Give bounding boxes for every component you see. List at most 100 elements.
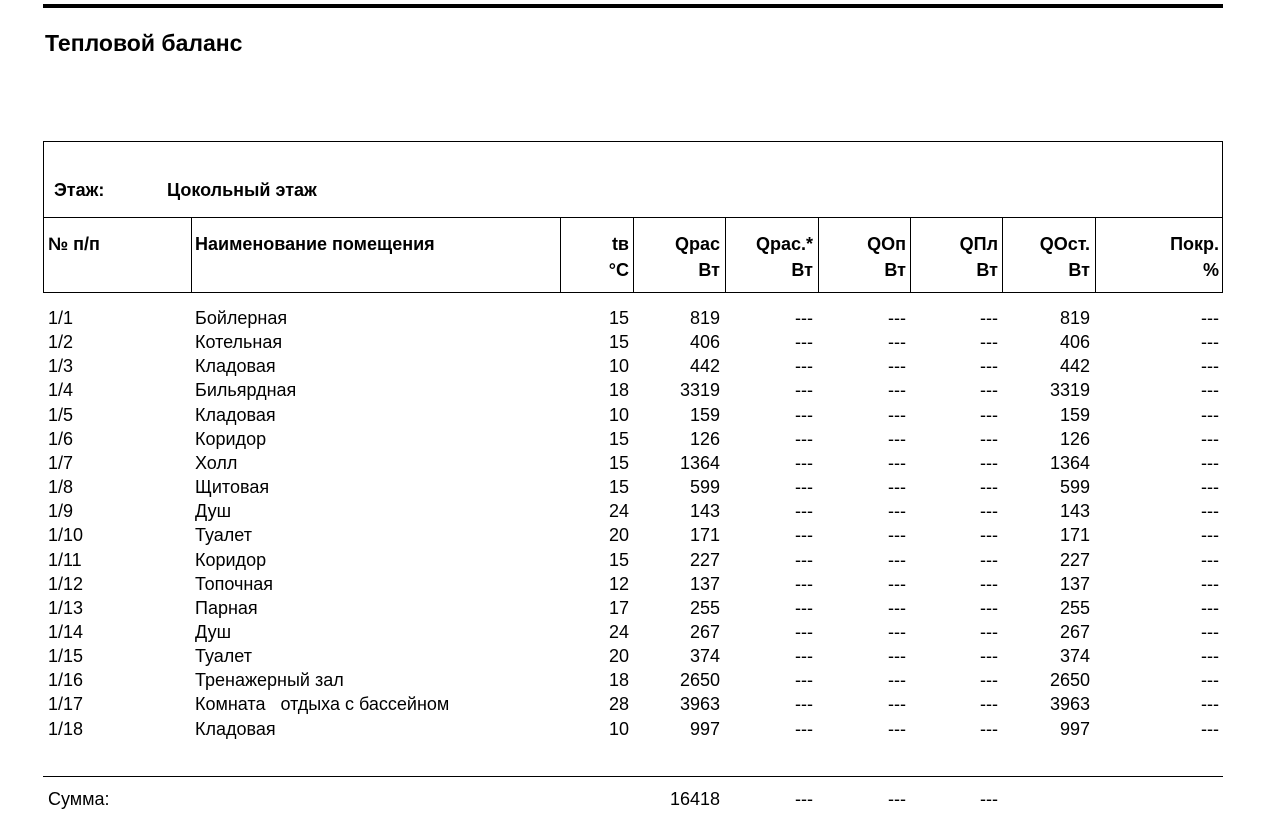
cell-qop: --- — [888, 308, 906, 328]
cell-qop: --- — [888, 452, 906, 473]
summary-qpl: --- — [980, 789, 998, 809]
cell-qop: --- — [888, 573, 906, 594]
summary-qop: --- — [888, 789, 906, 809]
cell-room-name: Кладовая — [195, 356, 276, 377]
cell-qpl: --- — [980, 501, 998, 522]
cell-number: 1/3 — [48, 356, 74, 377]
cell-qras: 227 — [689, 549, 720, 570]
cell-qost: 819 — [1059, 308, 1090, 328]
cell-temperature: 17 — [608, 597, 629, 618]
cell-qost: 137 — [1059, 573, 1090, 594]
cell-qop: --- — [888, 380, 906, 401]
cell-room-name: Бильярдная — [195, 380, 297, 401]
table-row: 1/4 Бильярдная 18 3319 --- --- --- 3319 --- — [0, 378, 1279, 402]
cell-temperature: 10 — [608, 356, 629, 377]
cell-qost: 126 — [1059, 428, 1090, 449]
cell-room-name: Тренажерный зал — [195, 670, 344, 691]
cell-qpl: --- — [980, 694, 998, 715]
cell-number: 1/8 — [48, 477, 74, 498]
cell-temperature: 28 — [608, 694, 629, 715]
cell-qras: 143 — [689, 501, 720, 522]
cell-qop: --- — [888, 525, 906, 546]
cell-coverage: --- — [1201, 501, 1219, 522]
cell-temperature: 18 — [608, 670, 629, 691]
cell-temperature: 24 — [608, 501, 629, 522]
cell-qop: --- — [888, 332, 906, 353]
cell-qras-star: --- — [795, 670, 813, 691]
table-row: 1/9 Душ 24 143 --- --- --- 143 --- — [0, 499, 1279, 523]
cell-qpl: --- — [980, 452, 998, 473]
cell-qpl: --- — [980, 646, 998, 667]
table-row: 1/11 Коридор 15 227 --- --- --- 227 --- — [0, 548, 1279, 572]
cell-temperature: 15 — [608, 549, 629, 570]
cell-qras: 374 — [689, 646, 720, 667]
cell-coverage: --- — [1201, 694, 1219, 715]
table-row: 1/2 Котельная 15 406 --- --- --- 406 --- — [0, 330, 1279, 354]
cell-qpl: --- — [980, 718, 998, 739]
cell-number: 1/12 — [48, 573, 84, 594]
cell-room-name: Кладовая — [195, 718, 276, 739]
cell-qpl: --- — [980, 356, 998, 377]
summary-row: Сумма: 16418 --- --- --- — [0, 787, 1279, 811]
cell-coverage: --- — [1201, 332, 1219, 353]
cell-qop: --- — [888, 404, 906, 425]
cell-number: 1/15 — [48, 646, 84, 667]
cell-number: 1/9 — [48, 501, 74, 522]
cell-temperature: 10 — [608, 404, 629, 425]
cell-number: 1/5 — [48, 404, 74, 425]
cell-number: 1/10 — [48, 525, 84, 546]
cell-qras-star: --- — [795, 356, 813, 377]
cell-coverage: --- — [1201, 549, 1219, 570]
cell-qost: 1364 — [1049, 452, 1090, 473]
cell-qras-star: --- — [795, 525, 813, 546]
cell-room-name: Парная — [195, 597, 258, 618]
cell-coverage: --- — [1201, 308, 1219, 328]
cell-qras-star: --- — [795, 573, 813, 594]
table-row: 1/13 Парная 17 255 --- --- --- 255 --- — [0, 596, 1279, 620]
cell-qras: 442 — [689, 356, 720, 377]
cell-qras-star: --- — [795, 694, 813, 715]
cell-qop: --- — [888, 356, 906, 377]
cell-qpl: --- — [980, 549, 998, 570]
cell-number: 1/2 — [48, 332, 74, 353]
cell-qop: --- — [888, 501, 906, 522]
cell-qop: --- — [888, 477, 906, 498]
cell-room-name: Бойлерная — [195, 308, 288, 328]
cell-qpl: --- — [980, 477, 998, 498]
table-row: 1/6 Коридор 15 126 --- --- --- 126 --- — [0, 427, 1279, 451]
table-row: 1/15 Туалет 20 374 --- --- --- 374 --- — [0, 644, 1279, 668]
cell-room-name: Душ — [195, 621, 232, 642]
cell-room-name: Холл — [195, 452, 238, 473]
cell-qost: 599 — [1059, 477, 1090, 498]
cell-coverage: --- — [1201, 380, 1219, 401]
cell-temperature: 20 — [608, 646, 629, 667]
cell-qost: 997 — [1059, 718, 1090, 739]
cell-qras: 3963 — [679, 694, 720, 715]
cell-coverage: --- — [1201, 573, 1219, 594]
cell-qost: 3319 — [1049, 380, 1090, 401]
cell-qop: --- — [888, 428, 906, 449]
cell-qop: --- — [888, 694, 906, 715]
cell-room-name: Кладовая — [195, 404, 276, 425]
cell-number: 1/1 — [48, 308, 74, 328]
column-divider — [1002, 217, 1003, 293]
table-row: 1/3 Кладовая 10 442 --- --- --- 442 --- — [0, 354, 1279, 378]
cell-room-name: Комната отдыха с бассейном — [195, 694, 450, 715]
cell-coverage: --- — [1201, 597, 1219, 618]
cell-qpl: --- — [980, 404, 998, 425]
cell-coverage: --- — [1201, 452, 1219, 473]
column-divider — [1095, 217, 1096, 293]
cell-room-name: Туалет — [195, 525, 252, 546]
cell-qras: 599 — [689, 477, 720, 498]
cell-qras: 406 — [689, 332, 720, 353]
page-title: Тепловой баланс — [45, 30, 243, 56]
cell-qost: 267 — [1059, 621, 1090, 642]
cell-qras: 137 — [689, 573, 720, 594]
header-room-name: Наименование помещения — [195, 234, 435, 254]
cell-qras-star: --- — [795, 452, 813, 473]
cell-qost: 406 — [1059, 332, 1090, 353]
cell-qras-star: --- — [795, 404, 813, 425]
cell-temperature: 15 — [608, 428, 629, 449]
cell-coverage: --- — [1201, 621, 1219, 642]
cell-number: 1/18 — [48, 718, 84, 739]
